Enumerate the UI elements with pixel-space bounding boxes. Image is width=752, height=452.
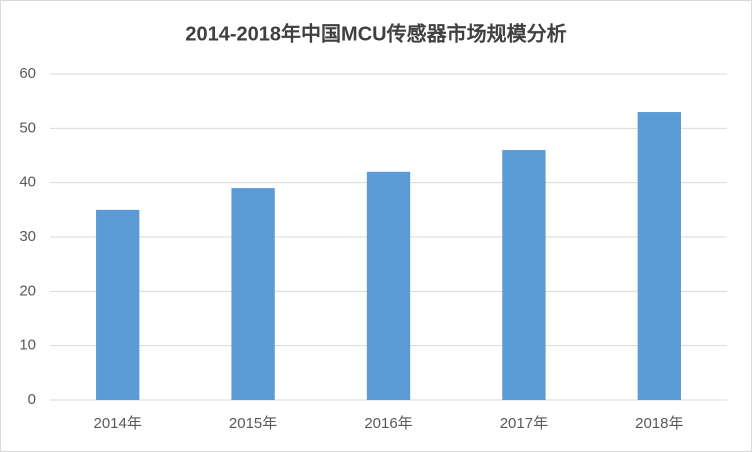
x-tick-label: 2016年 bbox=[364, 415, 412, 432]
chart-title: 2014-2018年中国MCU传感器市场规模分析 bbox=[185, 21, 566, 45]
x-tick-label: 2014年 bbox=[94, 415, 142, 432]
y-tick-label: 60 bbox=[19, 65, 36, 82]
y-tick-label: 0 bbox=[28, 391, 36, 408]
y-tick-label: 30 bbox=[19, 228, 36, 245]
bar bbox=[366, 171, 411, 400]
bar bbox=[502, 150, 546, 400]
x-tick-label: 2015年 bbox=[229, 415, 277, 432]
y-tick-label: 10 bbox=[19, 337, 36, 354]
x-tick-label: 2017年 bbox=[500, 415, 548, 432]
bar bbox=[231, 188, 275, 400]
y-tick-label: 20 bbox=[19, 282, 36, 299]
x-tick-label: 2018年 bbox=[635, 415, 683, 432]
y-tick-label: 40 bbox=[19, 174, 36, 191]
bar bbox=[637, 112, 681, 401]
y-tick-label: 50 bbox=[19, 119, 36, 136]
bar bbox=[96, 209, 140, 400]
